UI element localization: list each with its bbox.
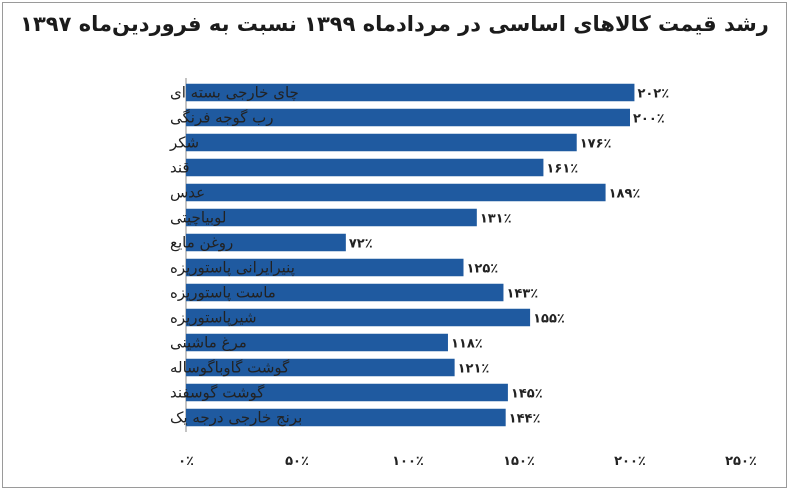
- data-label: ۱۴۴٪: [509, 412, 541, 427]
- data-label: ۱۵۵٪: [533, 312, 565, 327]
- bar: [186, 408, 506, 427]
- bar: [186, 308, 531, 327]
- category-label: شیرپاستوریزه: [170, 309, 257, 328]
- chart-title: رشد قیمت کالاهای اساسی در مردادماه ۱۳۹۹ …: [20, 12, 769, 36]
- category-label: لوبیاچیتی: [170, 209, 226, 227]
- x-tick-label: ۲۵۰٪: [725, 454, 757, 469]
- category-label: عدس: [170, 184, 205, 202]
- category-label: مرغ ماشینی: [170, 334, 247, 352]
- category-label: گوشت گوسفند: [170, 384, 265, 402]
- data-label: ۲۰۰٪: [633, 112, 665, 127]
- data-label: ۱۶۱٪: [546, 162, 578, 177]
- bar: [186, 258, 464, 277]
- bar: [186, 158, 544, 177]
- bar: [186, 333, 448, 352]
- x-tick-label: ۵۰٪: [285, 454, 309, 469]
- data-label: ۱۲۵٪: [467, 262, 499, 277]
- data-label: ۱۷۶٪: [580, 137, 612, 152]
- data-label: ۱۸۹٪: [609, 187, 641, 202]
- data-label: ۲۰۲٪: [637, 87, 669, 102]
- bar: [186, 183, 606, 202]
- bar: [186, 233, 346, 252]
- data-label: ۱۳۱٪: [480, 212, 512, 227]
- bar: [186, 133, 577, 152]
- category-label: شکر: [169, 134, 199, 152]
- data-label: ۷۲٪: [349, 237, 373, 252]
- bar: [186, 208, 477, 227]
- bar: [186, 383, 508, 402]
- x-tick-label: ۱۵۰٪: [503, 454, 535, 469]
- x-tick-label: ۲۰۰٪: [614, 454, 646, 469]
- category-label: قند: [170, 159, 190, 177]
- data-label: ۱۲۱٪: [458, 362, 490, 377]
- bar: [186, 83, 635, 102]
- x-tick-label: ۰٪: [178, 454, 194, 469]
- x-tick-label: ۱۰۰٪: [392, 454, 424, 469]
- bar: [186, 283, 504, 302]
- category-label: پنیرایرانی پاستوریزه: [170, 259, 295, 278]
- category-label: برنج خارجی درجه یک: [170, 409, 302, 427]
- data-label: ۱۴۵٪: [511, 387, 543, 402]
- category-label: روغن مایع: [170, 234, 233, 252]
- data-label: ۱۱۸٪: [451, 337, 483, 352]
- category-label: گوشت گاوباگوساله: [170, 359, 290, 377]
- category-label: چای خارجی بسته ای: [170, 84, 299, 102]
- data-label: ۱۴۳٪: [506, 287, 538, 302]
- bar: [186, 358, 455, 377]
- category-label: ماست پاستوریزه: [170, 284, 276, 303]
- category-label: رب گوجه فرنگی: [170, 109, 274, 127]
- bar: [186, 108, 630, 127]
